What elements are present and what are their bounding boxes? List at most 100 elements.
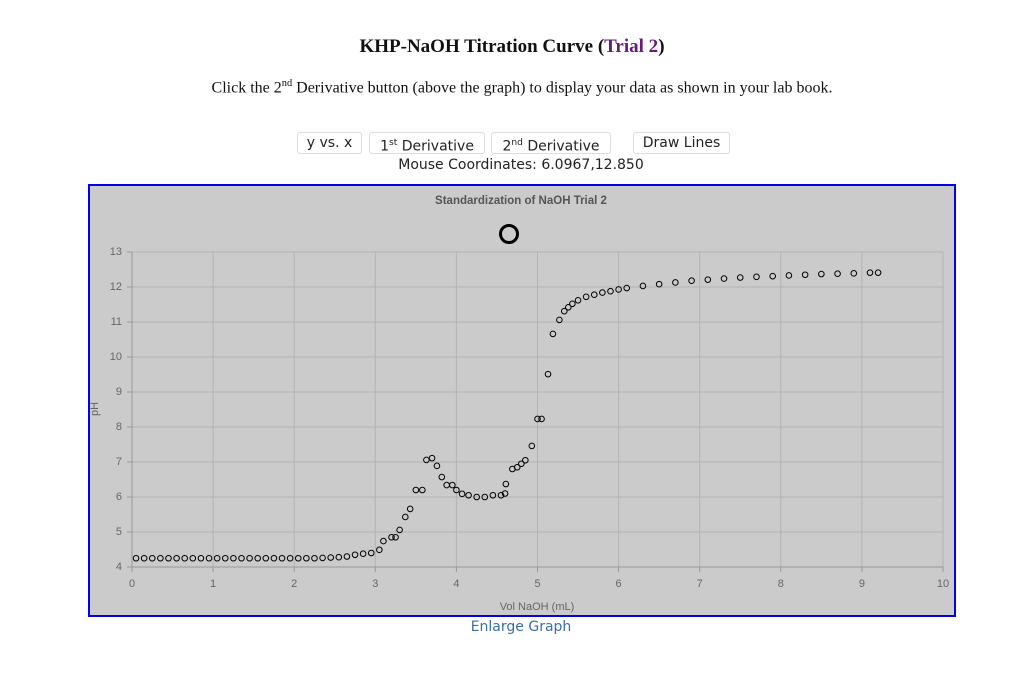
data-point <box>866 269 874 276</box>
y-tick-label: 8 <box>116 421 122 433</box>
coord-value: 6.0967,12.850 <box>541 157 644 173</box>
data-point <box>569 300 576 308</box>
y-axis-label: pH <box>89 402 101 416</box>
data-point <box>501 490 509 497</box>
data-point <box>197 554 205 562</box>
data-point <box>359 550 367 558</box>
coord-label: Mouse Coordinates: <box>398 157 537 173</box>
x-tick-label: 1 <box>210 578 216 590</box>
data-point <box>157 554 164 562</box>
data-point <box>140 554 148 562</box>
data-point <box>473 493 480 501</box>
data-point <box>213 554 221 562</box>
data-point <box>311 554 318 562</box>
data-point <box>423 456 430 464</box>
data-point <box>294 554 302 562</box>
superscript: st <box>388 138 398 148</box>
data-point <box>522 456 529 464</box>
button-label: Draw Lines <box>642 135 721 151</box>
data-point <box>205 554 213 562</box>
data-point <box>165 554 172 562</box>
data-point <box>639 282 647 290</box>
data-point <box>396 526 403 534</box>
data-point <box>230 554 237 562</box>
data-point <box>565 304 572 311</box>
data-point <box>481 493 489 501</box>
x-tick-label: 10 <box>937 578 949 590</box>
data-point <box>497 491 505 499</box>
superscript: nd <box>281 78 293 89</box>
button-label: Derivative <box>522 138 600 155</box>
y-tick-label: 6 <box>116 491 122 503</box>
enlarge-link[interactable]: Enlarge Graph <box>0 619 1024 635</box>
chart-frame <box>88 184 956 617</box>
data-point <box>132 554 140 562</box>
x-tick-label: 5 <box>534 578 540 590</box>
button-label: y vs. x <box>306 135 353 151</box>
data-point <box>238 554 245 562</box>
y-tick-label: 12 <box>110 281 122 293</box>
x-tick-label: 8 <box>778 578 784 590</box>
data-point <box>874 269 882 276</box>
data-point <box>319 554 326 562</box>
data-point <box>221 554 229 562</box>
data-point <box>380 537 387 545</box>
button[interactable]: 2nd Derivative <box>491 132 611 155</box>
button[interactable]: y vs. x <box>297 132 362 154</box>
data-point <box>343 553 351 560</box>
x-tick-label: 0 <box>129 578 135 590</box>
cursor-marker <box>499 224 519 244</box>
superscript: nd <box>511 138 523 148</box>
data-point <box>574 297 582 304</box>
y-tick-label: 10 <box>110 351 122 363</box>
data-point <box>850 270 858 277</box>
link-text[interactable]: Enlarge Graph <box>470 619 572 635</box>
x-tick-label: 2 <box>291 578 297 590</box>
data-point <box>262 554 270 562</box>
x-axis-label: Vol NaOH (mL) <box>500 601 575 613</box>
data-point <box>607 287 614 295</box>
data-point <box>720 275 728 282</box>
data-point <box>148 554 156 562</box>
data-point <box>615 286 622 293</box>
data-point <box>438 473 446 481</box>
button[interactable]: Draw Lines <box>633 132 730 154</box>
data-point <box>335 553 343 561</box>
instructions: Click the 2nd Derivative button (above t… <box>0 78 1024 97</box>
data-point <box>818 270 825 278</box>
trial-link[interactable]: Trial 2 <box>604 36 659 57</box>
data-point <box>534 415 541 423</box>
data-point <box>419 486 426 494</box>
y-tick-label: 9 <box>116 386 122 398</box>
data-point <box>704 276 712 283</box>
button-label: 2 <box>502 138 512 155</box>
data-point <box>528 442 536 450</box>
button-label: 1 <box>380 138 389 155</box>
data-point <box>513 463 521 471</box>
instruction-text: Click the 2 <box>211 79 282 97</box>
data-point <box>392 533 399 541</box>
y-tick-label: 5 <box>116 526 122 538</box>
data-point <box>672 279 679 286</box>
data-point <box>465 491 472 499</box>
x-tick-label: 4 <box>453 578 459 590</box>
data-point <box>412 486 420 494</box>
data-point <box>544 370 552 378</box>
data-point <box>655 280 663 288</box>
x-tick-label: 7 <box>697 578 703 590</box>
title-text: KHP-NaOH Titration Curve ( <box>359 36 605 57</box>
y-tick-label: 4 <box>116 561 122 573</box>
data-point <box>428 454 436 462</box>
data-point <box>538 415 545 423</box>
data-point <box>560 307 568 315</box>
data-point <box>449 481 456 489</box>
data-point <box>785 272 793 279</box>
page-title: KHP-NaOH Titration Curve (Trial 2) <box>0 36 1024 58</box>
data-point <box>254 554 262 562</box>
data-point <box>351 551 359 559</box>
data-point <box>590 291 598 299</box>
data-point <box>270 554 278 562</box>
button[interactable]: 1st Derivative <box>369 132 485 155</box>
title-text: ) <box>658 36 665 57</box>
